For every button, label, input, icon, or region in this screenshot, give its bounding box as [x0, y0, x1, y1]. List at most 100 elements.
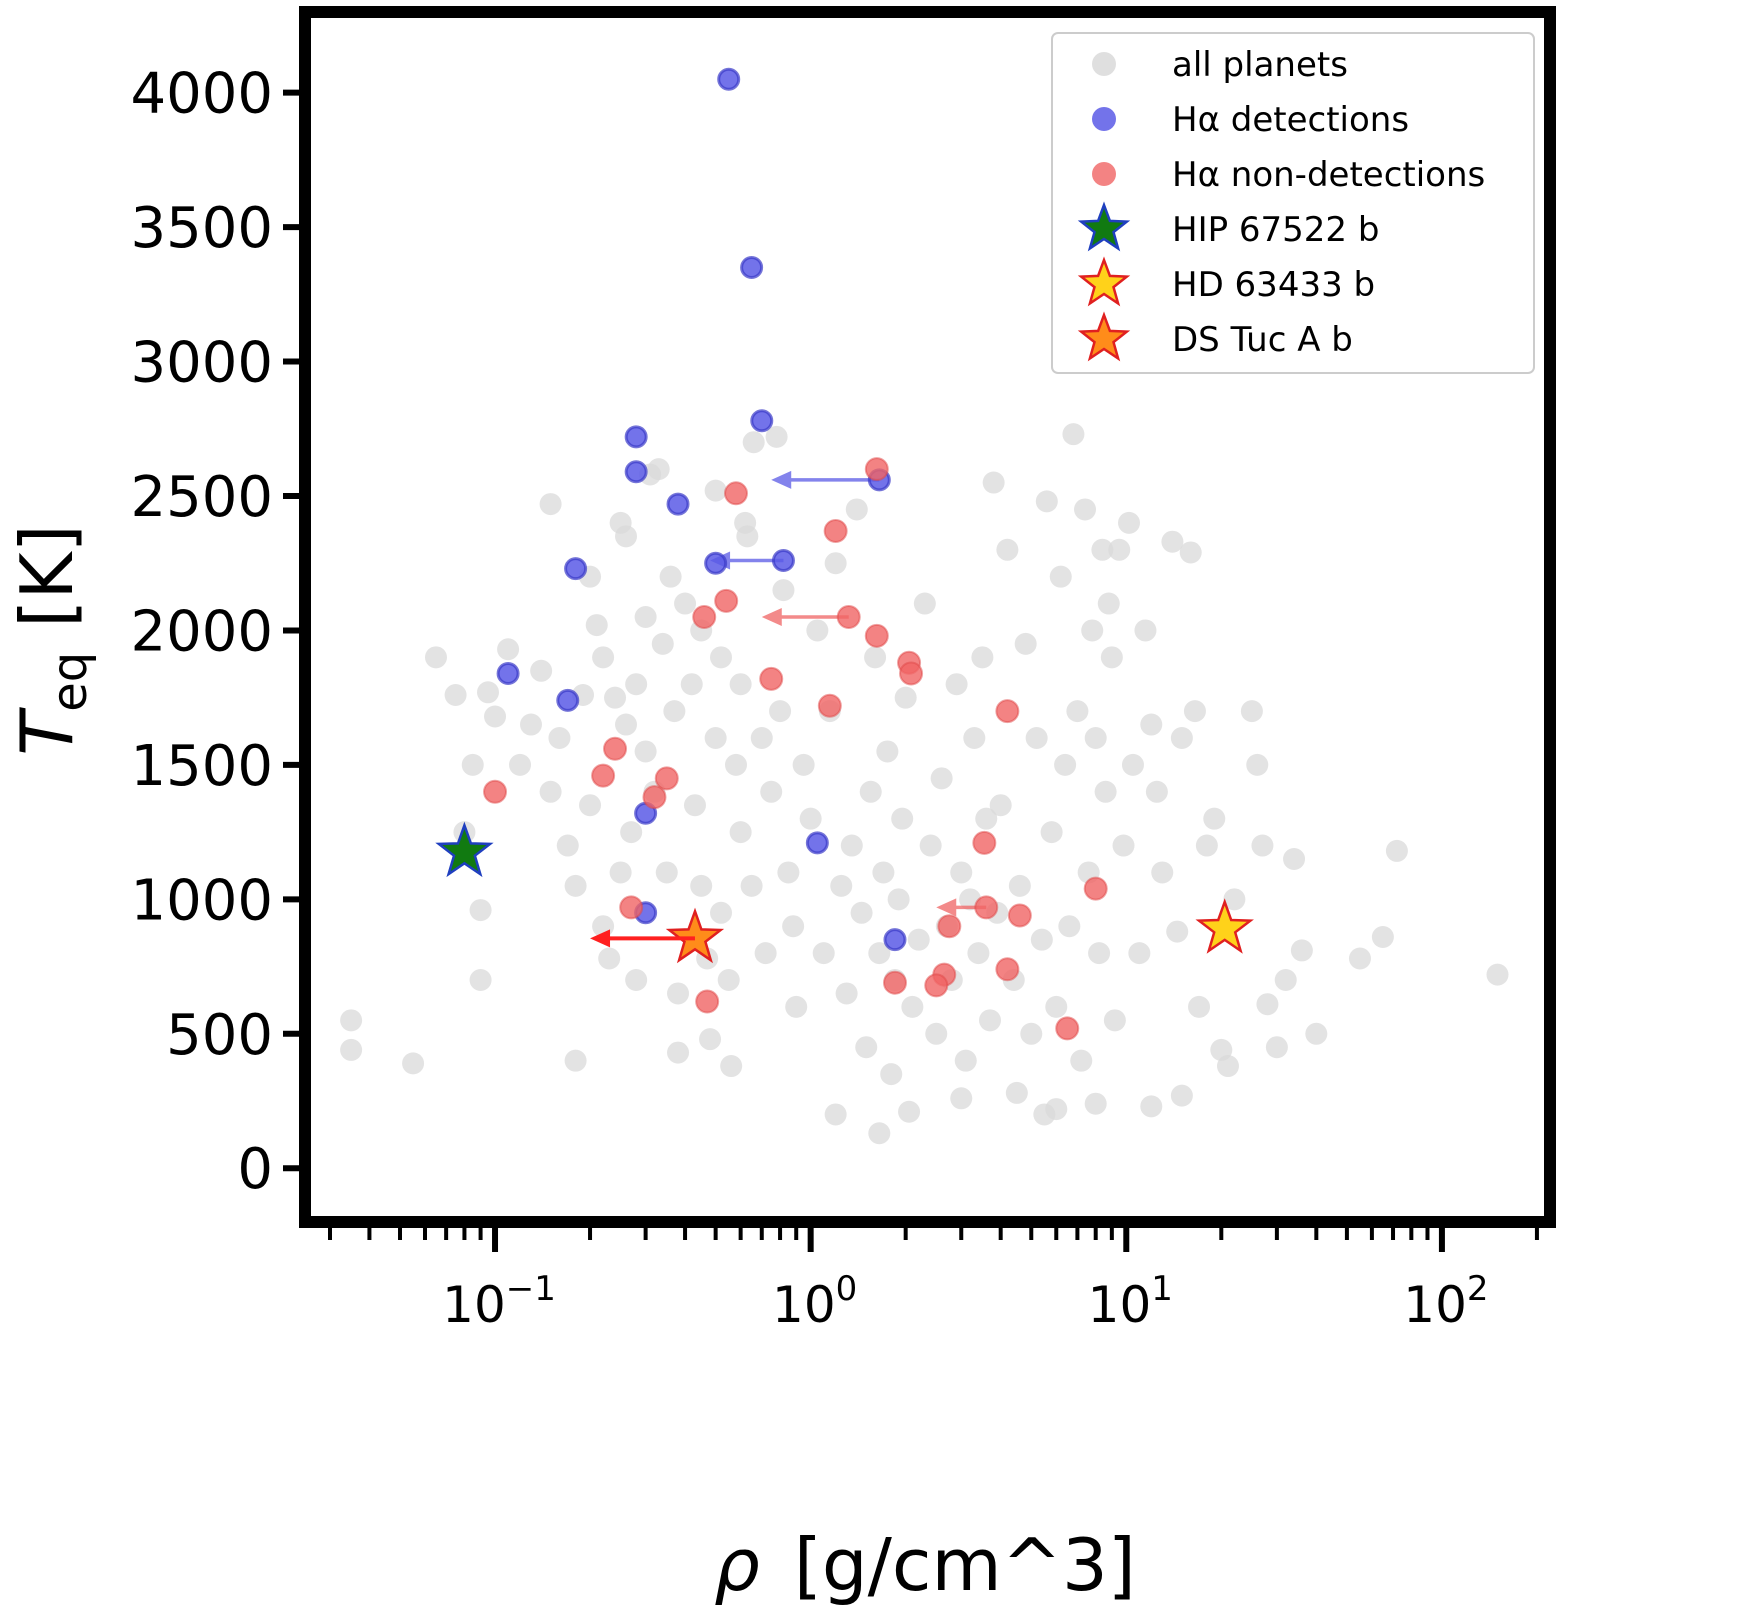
all-planet-point: [1054, 753, 1077, 776]
all-planet-point: [1161, 530, 1184, 553]
all-planet-point: [564, 874, 587, 897]
all-planet-point: [539, 493, 562, 516]
non-detection-point: [714, 588, 739, 613]
y-tick-label: 3500: [130, 196, 273, 261]
x-tick-exponent: −1: [506, 1269, 556, 1309]
upper-limit-arrow: [590, 929, 695, 948]
all-planet-point: [598, 947, 621, 970]
all-planet-point: [891, 807, 914, 830]
x-tick-label: 102: [1403, 1269, 1488, 1334]
x-axis-label-units: [g/cm^3]: [794, 1523, 1136, 1607]
all-planet-point: [615, 525, 638, 548]
x-tick-base: 10: [442, 1276, 506, 1334]
x-axis: 10−1 100 101 102: [327, 1222, 1539, 1334]
all-planet-point: [868, 942, 891, 965]
all-planet-point: [1188, 995, 1211, 1018]
all-planet-point: [704, 479, 727, 502]
y-tick-label: 500: [166, 1003, 273, 1068]
all-planet-point: [1040, 821, 1063, 844]
all-planet-point: [592, 646, 615, 669]
all-planet-point: [461, 753, 484, 776]
all-planet-point: [1084, 1092, 1107, 1115]
all-planet-point: [717, 969, 740, 991]
all-planet-point: [750, 727, 773, 749]
all-planet-point: [1216, 1055, 1239, 1078]
all-planet-point: [704, 727, 727, 749]
all-planet-point: [930, 767, 953, 790]
all-planet-point: [620, 821, 643, 844]
non-detection-point: [995, 699, 1020, 724]
all-planet-point: [634, 606, 657, 628]
all-planet-point: [742, 431, 765, 454]
all-planet-point: [1118, 511, 1141, 534]
all-planet-point: [1070, 1049, 1093, 1072]
all-planet-point: [604, 686, 627, 709]
all-planet-point: [609, 861, 632, 884]
all-planet-point: [579, 794, 602, 817]
x-tick-base: 10: [1088, 1276, 1152, 1334]
detection-point: [624, 425, 648, 449]
detection-point: [805, 831, 829, 855]
all-planet-point: [1246, 753, 1269, 776]
all-planet-point: [667, 1041, 690, 1064]
legend-star-marker: [1077, 201, 1131, 252]
all-planet-point: [1033, 1103, 1056, 1126]
non-detection-point: [864, 457, 889, 482]
x-tick-exponent: 2: [1467, 1269, 1489, 1309]
all-planet-point: [1045, 995, 1068, 1018]
all-planet-point: [894, 686, 917, 709]
all-planet-point: [799, 807, 822, 830]
all-planet-point: [585, 614, 608, 637]
all-planet-point: [1290, 939, 1313, 962]
all-planet-point: [1170, 727, 1193, 749]
all-planet-point: [1094, 780, 1117, 803]
non-detection-point: [603, 736, 628, 761]
all-planet-point: [1005, 1081, 1028, 1104]
all-planet-point: [556, 834, 579, 857]
all-planet-point: [469, 899, 492, 922]
all-planet-point: [1151, 861, 1174, 884]
all-planet-point: [989, 794, 1012, 817]
all-planet-point: [469, 969, 492, 991]
all-planet-point: [1020, 1022, 1043, 1045]
all-planet-point: [859, 780, 882, 803]
y-axis: 0 500 1000 1500 2000 2500 3000 3500 4000: [130, 62, 305, 1202]
detection-point: [704, 551, 728, 575]
all-planet-point: [1084, 727, 1107, 749]
legend-star-marker: [1077, 311, 1131, 362]
all-planet-point: [667, 982, 690, 1005]
non-detection-point: [654, 766, 679, 791]
all-planet-point: [777, 861, 800, 884]
all-planet-point: [919, 834, 942, 857]
all-planet-point: [1049, 565, 1072, 588]
legend-item-all-planets: all planets: [1092, 45, 1348, 85]
all-planet-point: [1100, 646, 1123, 669]
detection-point: [740, 255, 764, 279]
all-planet-point: [913, 592, 936, 615]
all-planet-point: [1265, 1036, 1288, 1059]
all-planet-point: [1008, 874, 1031, 897]
special-planets-layer: [435, 821, 1254, 964]
all-planet-point: [1305, 1022, 1328, 1045]
plot-frame: [299, 6, 1556, 1228]
y-tick-label: 1000: [130, 868, 273, 933]
detection-point: [496, 661, 520, 685]
all-planet-point: [979, 1009, 1002, 1032]
all-planet-point: [945, 673, 968, 696]
all-planet-point: [1088, 942, 1111, 965]
x-tick-base: 10: [772, 1276, 836, 1334]
non-detection-point: [899, 661, 924, 686]
all-planet-point: [982, 471, 1005, 494]
all-planet-point: [736, 525, 759, 548]
all-planet-point: [1108, 538, 1131, 561]
all-planet-point: [710, 901, 733, 924]
non-detection-point: [817, 693, 842, 718]
x-axis-label-symbol: ρ: [714, 1523, 760, 1607]
all-planet-point: [785, 995, 808, 1018]
all-planet-point: [880, 1063, 903, 1086]
all-planet-point: [765, 425, 788, 448]
legend-star-marker: [1077, 256, 1131, 307]
non-detection-point: [619, 895, 644, 920]
all-planet-point: [782, 915, 805, 938]
x-tick-label: 101: [1088, 1269, 1173, 1334]
